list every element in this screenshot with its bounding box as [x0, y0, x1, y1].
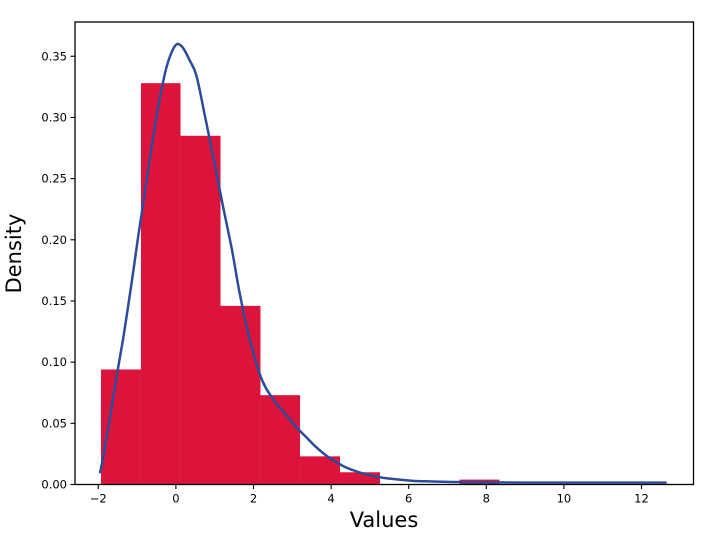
x-axis-label: Values — [350, 508, 419, 532]
histogram-bar — [340, 472, 380, 485]
x-tick-label: 10 — [557, 491, 572, 505]
y-tick-label: 0.15 — [41, 294, 67, 308]
histogram-bar — [220, 305, 261, 485]
x-tick-label: 2 — [250, 491, 257, 505]
x-tick-label: −2 — [90, 491, 107, 505]
y-tick-label: 0.20 — [41, 233, 67, 247]
histogram-bar — [180, 135, 221, 485]
x-tick-label: 8 — [483, 491, 490, 505]
histogram-bar — [100, 369, 141, 485]
y-tick-label: 0.05 — [41, 416, 67, 430]
density-curve — [98, 42, 667, 484]
y-tick-label: 0.35 — [41, 49, 67, 63]
axes-spines — [74, 21, 695, 486]
histogram-bar — [260, 395, 301, 485]
x-tick-label: 6 — [405, 491, 412, 505]
y-tick-label: 0.10 — [41, 355, 67, 369]
y-tick-label: 0.30 — [41, 110, 67, 124]
y-tick-label: 0.25 — [41, 172, 67, 186]
x-tick-label: 4 — [327, 491, 334, 505]
plot-layers: −2 0 2 4 6 8 10 12 0.00 0.05 0.10 0.15 0.20 0.25 0.30 0… — [41, 21, 695, 505]
x-tick-label: 12 — [634, 491, 649, 505]
y-tick-label: 0.00 — [41, 478, 67, 492]
y-axis-label: Density — [2, 214, 26, 294]
x-tick-label: 0 — [172, 491, 179, 505]
histogram-bar — [140, 83, 181, 485]
